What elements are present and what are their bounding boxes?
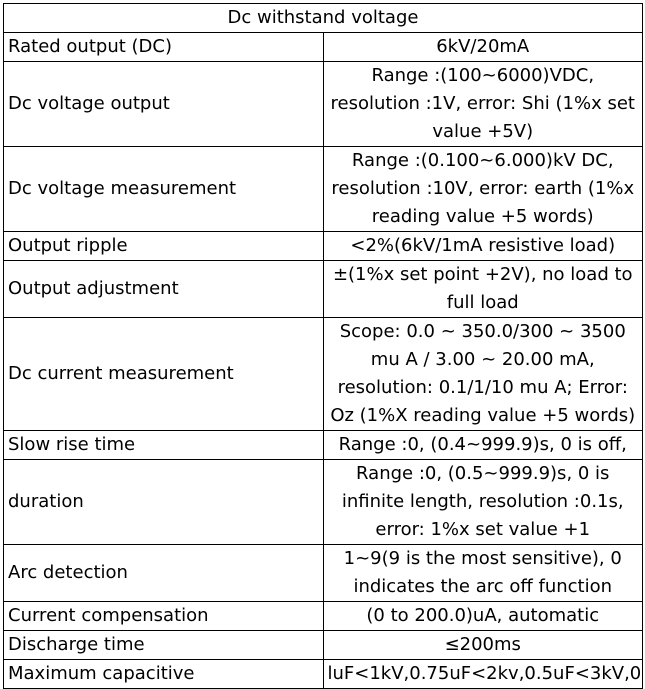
table-row: Output ripple <2%(6kV/1mA resistive load… [3, 231, 643, 261]
param-cell: Arc detection [3, 544, 324, 602]
param-cell: Output ripple [3, 231, 324, 261]
table-title-row: Dc withstand voltage [3, 3, 643, 33]
value-cell: ±(1%x set point +2V), no load to full lo… [322, 260, 643, 318]
table-row: Dc voltage output Range :(100~6000)VDC, … [3, 61, 643, 147]
value-cell: (0 to 200.0)uA, automatic [322, 601, 643, 631]
table-row: Output adjustment ±(1%x set point +2V), … [3, 260, 643, 318]
table-row: Discharge time ≤200ms [3, 630, 643, 660]
value-cell: 6kV/20mA [322, 32, 643, 62]
param-cell: Discharge time [3, 630, 324, 660]
table-row: Current compensation (0 to 200.0)uA, aut… [3, 601, 643, 631]
value-cell: Scope: 0.0 ~ 350.0/300 ~ 3500 mu A / 3.0… [322, 317, 643, 431]
spec-table: Dc withstand voltage Rated output (DC) 6… [3, 3, 643, 689]
value-cell: Range :0, (0.5~999.9)s, 0 is infinite le… [322, 459, 643, 545]
param-cell: duration [3, 459, 324, 545]
table-row: Slow rise time Range :0, (0.4~999.9)s, 0… [3, 430, 643, 460]
param-cell: Dc current measurement [3, 317, 324, 431]
value-cell: Range :(0.100~6.000)kV DC, resolution :1… [322, 146, 643, 232]
param-cell: Dc voltage measurement [3, 146, 324, 232]
value-cell: <2%(6kV/1mA resistive load) [322, 231, 643, 261]
value-cell: 1~9(9 is the most sensitive), 0 indicate… [322, 544, 643, 602]
table-row: Maximum capacitive luF<1kV,0.75uF<2kv,0.… [3, 659, 643, 689]
param-cell: Rated output (DC) [3, 32, 324, 62]
table-row: Rated output (DC) 6kV/20mA [3, 32, 643, 62]
param-cell: Current compensation [3, 601, 324, 631]
param-cell: Maximum capacitive [3, 659, 324, 689]
table-row: Dc voltage measurement Range :(0.100~6.0… [3, 146, 643, 232]
table-row: Arc detection 1~9(9 is the most sensitiv… [3, 544, 643, 602]
table-row: Dc current measurement Scope: 0.0 ~ 350.… [3, 317, 643, 431]
table-title: Dc withstand voltage [3, 3, 643, 33]
value-cell: Range :(100~6000)VDC, resolution :1V, er… [322, 61, 643, 147]
value-cell: luF<1kV,0.75uF<2kv,0.5uF<3kV,0.08uF<4kV, [322, 659, 643, 689]
param-cell: Dc voltage output [3, 61, 324, 147]
param-cell: Output adjustment [3, 260, 324, 318]
value-cell: Range :0, (0.4~999.9)s, 0 is off, [322, 430, 643, 460]
param-cell: Slow rise time [3, 430, 324, 460]
table-row: duration Range :0, (0.5~999.9)s, 0 is in… [3, 459, 643, 545]
value-cell: ≤200ms [322, 630, 643, 660]
